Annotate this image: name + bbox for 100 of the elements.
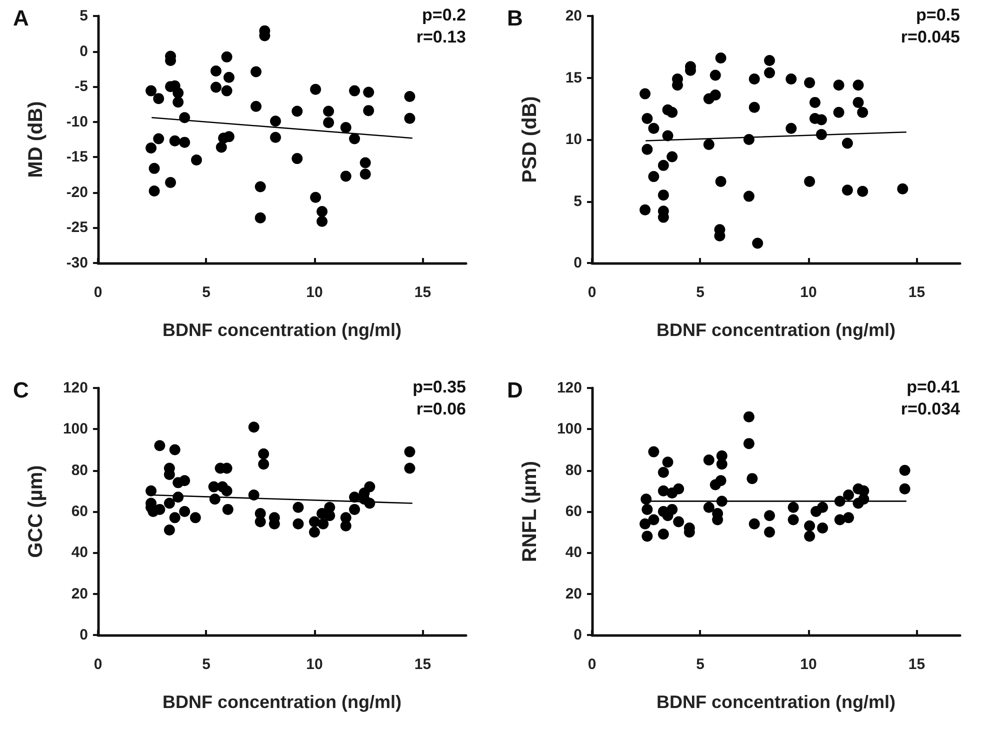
point (642, 113, 653, 124)
point (179, 112, 190, 124)
point (743, 190, 754, 202)
point (164, 524, 175, 536)
point (648, 171, 660, 182)
x-tick-label: 15 (414, 656, 432, 672)
point (833, 106, 844, 118)
point (340, 170, 352, 182)
y-tick-label: -10 (66, 113, 88, 130)
point (404, 462, 416, 474)
x-tick-label: 5 (202, 284, 210, 301)
annotation: p=0.35 (412, 377, 466, 396)
point (662, 130, 674, 142)
y-tick-label: 0 (80, 42, 88, 60)
point (146, 484, 157, 496)
point (715, 52, 726, 64)
point (786, 73, 797, 84)
y-tick-label: -25 (66, 219, 88, 236)
point (318, 518, 329, 529)
point (673, 516, 684, 527)
y-tick-label: 20 (71, 584, 88, 602)
x-tick-label: 10 (306, 284, 323, 301)
y-tick-label: 5 (80, 8, 88, 24)
point (658, 160, 669, 171)
point (179, 506, 190, 516)
annotation: p=0.2 (422, 6, 466, 24)
y-tick-label: 0 (80, 626, 88, 643)
point (648, 446, 660, 457)
chart-title: A (13, 6, 29, 30)
point (764, 510, 776, 521)
point (169, 135, 180, 146)
point (223, 131, 234, 142)
y-tick-label: 20 (565, 584, 582, 602)
point (310, 192, 322, 203)
point (666, 503, 678, 514)
point (349, 491, 360, 502)
point (210, 82, 222, 93)
point (743, 134, 754, 145)
y-tick-label: -20 (66, 184, 88, 201)
x-tick-label: 10 (800, 656, 817, 672)
point (764, 67, 776, 78)
x-axis-title: BDNF concentration (ng/ml) (656, 320, 896, 340)
point (703, 138, 714, 150)
point (743, 438, 754, 449)
point (292, 106, 303, 117)
point (804, 77, 816, 88)
x-tick-label: 0 (588, 284, 596, 301)
point (270, 132, 282, 143)
point (258, 458, 270, 470)
point (146, 142, 157, 154)
point (349, 85, 360, 96)
point (710, 70, 721, 81)
x-tick-label: 15 (908, 656, 926, 672)
x-tick-label: 0 (94, 656, 102, 672)
point (786, 122, 797, 134)
y-tick-label: -5 (74, 78, 88, 96)
x-tick-label: 15 (908, 284, 926, 301)
point (292, 153, 303, 164)
point (172, 491, 184, 502)
point (223, 72, 234, 83)
point (842, 184, 853, 196)
point (254, 212, 266, 224)
point (743, 410, 754, 422)
point (404, 90, 416, 102)
point (349, 503, 360, 514)
point (248, 421, 260, 432)
point (703, 501, 714, 512)
point (310, 84, 322, 95)
point (221, 51, 232, 62)
point (323, 106, 334, 117)
point (899, 464, 910, 476)
point (748, 102, 760, 113)
y-tick-label: -30 (66, 254, 88, 272)
point (146, 85, 157, 96)
point (364, 497, 376, 508)
point (748, 518, 760, 529)
point (316, 206, 328, 217)
point (857, 106, 868, 118)
point (165, 177, 176, 188)
y-tick-label: 120 (556, 379, 582, 396)
point (809, 96, 820, 108)
point (292, 501, 304, 512)
point (842, 138, 853, 149)
point (788, 501, 799, 512)
point (153, 133, 164, 144)
annotation: p=0.5 (916, 6, 960, 24)
point (340, 122, 352, 133)
y-tick-label: 120 (62, 379, 88, 396)
point (817, 522, 828, 533)
y-tick-label: -15 (66, 148, 88, 166)
point (270, 116, 282, 127)
y-tick-label: 100 (556, 420, 582, 438)
point (640, 204, 651, 216)
point (666, 151, 678, 162)
point (221, 484, 232, 496)
point (172, 96, 184, 108)
point (662, 456, 674, 468)
y-tick-label: 10 (565, 131, 582, 148)
point (308, 526, 320, 538)
point (148, 186, 160, 197)
